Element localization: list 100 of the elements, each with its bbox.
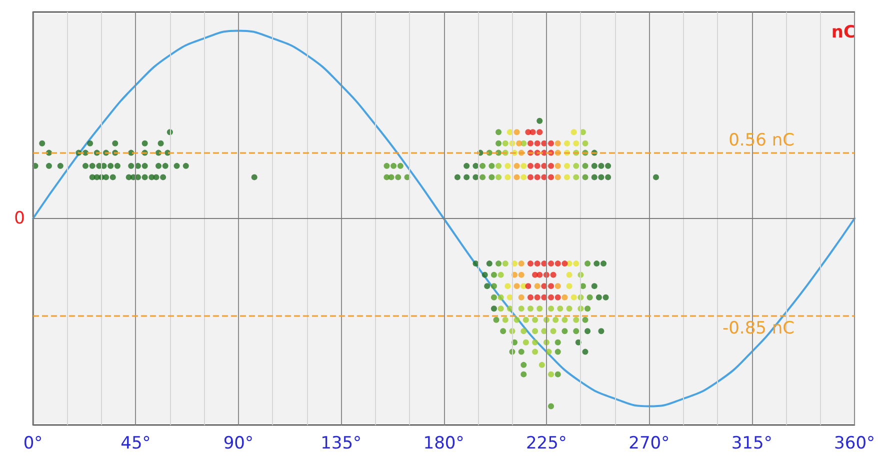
- point: [384, 162, 390, 169]
- point: [564, 140, 570, 146]
- point: [557, 306, 564, 312]
- point: [582, 316, 588, 323]
- point: [527, 162, 534, 169]
- point: [504, 174, 511, 180]
- point: [582, 162, 588, 169]
- point: [534, 162, 540, 169]
- point: [532, 348, 538, 355]
- point: [397, 162, 404, 169]
- point: [573, 140, 580, 146]
- point: [554, 294, 561, 300]
- point: [584, 260, 591, 267]
- point: [562, 316, 568, 323]
- x-tick-label: 135°: [320, 434, 362, 454]
- point: [566, 306, 572, 312]
- point: [548, 306, 554, 312]
- point: [548, 371, 554, 378]
- point: [562, 260, 568, 267]
- point: [520, 162, 527, 169]
- point: [548, 174, 554, 180]
- x-tick-label: 360°: [834, 434, 876, 454]
- point: [502, 140, 508, 146]
- point: [527, 306, 534, 312]
- point: [518, 348, 524, 355]
- point: [395, 174, 402, 180]
- text: 0: [14, 208, 25, 228]
- point: [514, 162, 520, 169]
- point: [520, 174, 527, 180]
- point: [518, 272, 524, 278]
- point: [514, 283, 520, 290]
- point: [548, 260, 554, 267]
- x-tick-label: 315°: [731, 434, 772, 454]
- point: [548, 162, 554, 169]
- point: [488, 174, 495, 180]
- point: [516, 140, 522, 146]
- point: [534, 174, 540, 180]
- point: [573, 328, 580, 334]
- point: [554, 162, 561, 169]
- point: [527, 260, 534, 267]
- point: [527, 294, 534, 300]
- point: [554, 283, 561, 290]
- point: [548, 294, 554, 300]
- point: [552, 316, 559, 323]
- point: [562, 294, 568, 300]
- point: [502, 316, 508, 323]
- point: [500, 328, 506, 334]
- point: [554, 260, 561, 267]
- point: [573, 260, 580, 267]
- point: [538, 362, 545, 368]
- point: [562, 328, 568, 334]
- point: [566, 272, 572, 278]
- point: [530, 129, 536, 136]
- point: [496, 129, 502, 136]
- x-tick-label: 90°: [223, 434, 254, 454]
- point: [550, 272, 556, 278]
- point: [536, 306, 543, 312]
- point: [554, 348, 561, 355]
- point: [504, 162, 511, 169]
- point: [554, 140, 561, 146]
- point: [532, 328, 538, 334]
- point: [480, 162, 486, 169]
- point: [534, 294, 540, 300]
- point: [520, 362, 527, 368]
- ref-line-label: 0.56 nC: [728, 130, 795, 150]
- point: [582, 140, 588, 146]
- point: [536, 272, 543, 278]
- point: [525, 283, 532, 290]
- point: [518, 260, 524, 267]
- point: [564, 174, 570, 180]
- point: [496, 260, 502, 267]
- point: [586, 294, 593, 300]
- point: [490, 283, 497, 290]
- point: [573, 316, 580, 323]
- point: [536, 129, 543, 136]
- point: [496, 162, 502, 169]
- point: [520, 328, 527, 334]
- point: [534, 283, 540, 290]
- point: [584, 306, 591, 312]
- x-tick-label: 270°: [628, 434, 670, 454]
- point: [550, 328, 556, 334]
- point: [554, 174, 561, 180]
- y-axis-title: nC: [831, 22, 856, 42]
- point: [504, 283, 511, 290]
- point: [388, 174, 394, 180]
- x-tick-label: 45°: [120, 434, 151, 454]
- point: [570, 294, 577, 300]
- point: [527, 140, 534, 146]
- point: [566, 283, 572, 290]
- point: [522, 339, 529, 346]
- point: [514, 316, 520, 323]
- point: [532, 316, 538, 323]
- point: [573, 174, 580, 180]
- point: [564, 162, 570, 169]
- x-tick-label: 0°: [23, 434, 43, 454]
- ref-line-label: -0.85 nC: [722, 318, 795, 339]
- point: [534, 260, 540, 267]
- point: [498, 294, 504, 300]
- x-tick-label: 225°: [526, 434, 567, 454]
- point: [498, 306, 504, 312]
